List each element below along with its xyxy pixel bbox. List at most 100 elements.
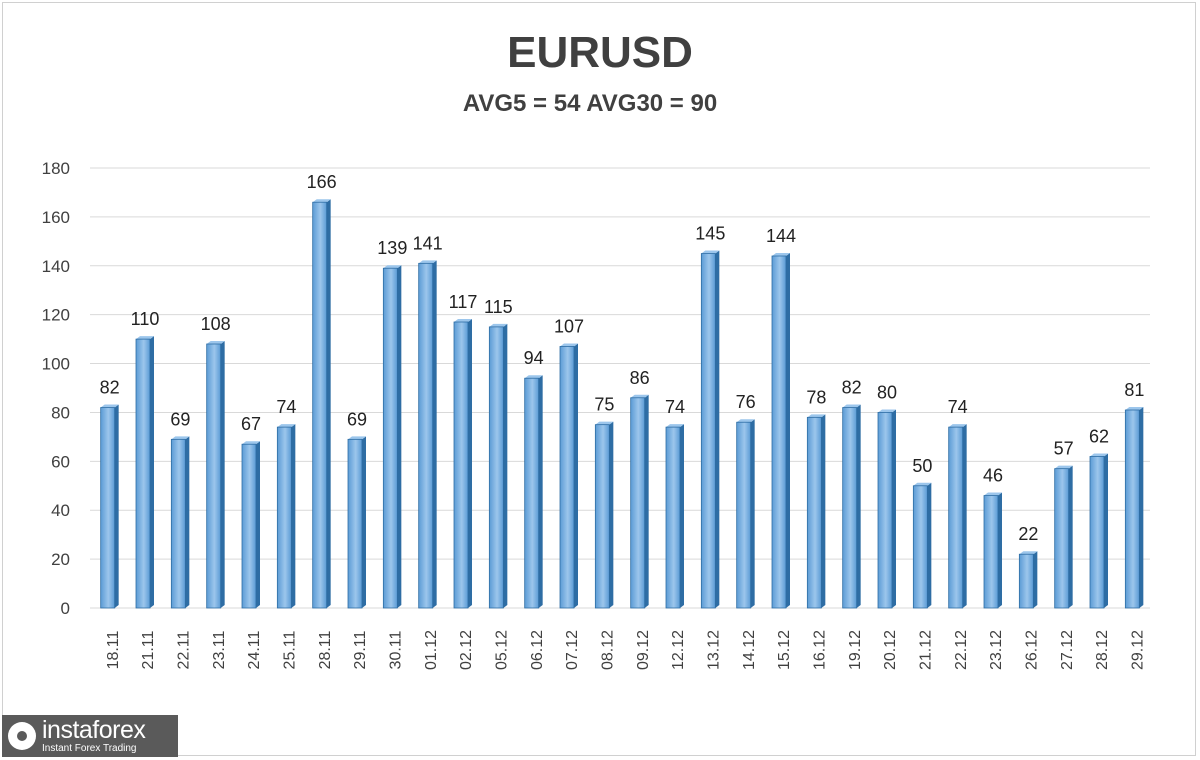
bar-side bbox=[256, 441, 260, 608]
bar bbox=[594, 424, 610, 609]
data-label: 108 bbox=[201, 314, 231, 334]
bar-side bbox=[1139, 407, 1144, 608]
bar-top bbox=[630, 394, 649, 398]
bar-side bbox=[644, 394, 649, 608]
bar bbox=[170, 438, 186, 609]
data-label: 50 bbox=[912, 456, 932, 476]
bar-top bbox=[348, 436, 366, 440]
data-label: 166 bbox=[307, 172, 337, 192]
x-tick-label: 08.12 bbox=[600, 630, 617, 670]
data-label: 117 bbox=[449, 292, 478, 312]
data-label: 82 bbox=[842, 378, 862, 398]
x-tick-label: 29.12 bbox=[1130, 630, 1147, 670]
bar bbox=[630, 397, 646, 609]
bar-side bbox=[468, 319, 472, 608]
bar-side bbox=[220, 341, 225, 608]
instaforex-logo: instaforex Instant Forex Trading bbox=[2, 715, 178, 757]
bar-top bbox=[383, 265, 402, 269]
y-tick-label: 120 bbox=[42, 306, 70, 325]
bar-side bbox=[185, 436, 190, 608]
logo-gear-icon bbox=[8, 722, 36, 750]
bar-top bbox=[418, 260, 437, 264]
bar bbox=[241, 443, 257, 609]
y-tick-label: 100 bbox=[42, 355, 70, 374]
bar bbox=[842, 407, 858, 609]
bar-top bbox=[136, 336, 154, 340]
bar-top bbox=[1125, 407, 1144, 410]
bar-top bbox=[878, 409, 896, 413]
data-label: 80 bbox=[877, 382, 897, 402]
bar bbox=[771, 255, 787, 609]
bar-top bbox=[100, 404, 119, 408]
bar-top bbox=[807, 414, 826, 418]
bar-side bbox=[680, 424, 684, 608]
data-label: 22 bbox=[1018, 524, 1038, 544]
x-tick-label: 24.11 bbox=[246, 630, 263, 669]
bar bbox=[806, 416, 822, 609]
bar-top bbox=[277, 424, 296, 428]
x-tick-label: 27.12 bbox=[1059, 630, 1076, 670]
bar-top bbox=[489, 323, 508, 327]
data-label: 94 bbox=[524, 348, 544, 368]
chart-title: EURUSD bbox=[507, 28, 693, 77]
data-label: 74 bbox=[948, 397, 968, 417]
bar-side bbox=[892, 409, 896, 608]
data-label: 57 bbox=[1054, 439, 1074, 459]
data-label: 141 bbox=[413, 233, 443, 253]
bar-side bbox=[362, 436, 366, 608]
bar bbox=[347, 438, 363, 609]
x-tick-label: 23.11 bbox=[211, 630, 228, 669]
bar-top bbox=[242, 441, 260, 445]
bar-top bbox=[948, 424, 967, 428]
logo-name: instaforex bbox=[42, 716, 146, 744]
bar-side bbox=[1104, 453, 1108, 608]
x-tick-label: 07.12 bbox=[564, 630, 581, 670]
bar bbox=[1018, 553, 1034, 609]
bar bbox=[312, 201, 328, 609]
bar bbox=[1124, 409, 1140, 609]
bar-side bbox=[715, 250, 720, 609]
logo-tagline: Instant Forex Trading bbox=[42, 743, 137, 754]
x-tick-label: 28.11 bbox=[317, 630, 334, 669]
bar bbox=[1089, 456, 1105, 609]
data-label: 62 bbox=[1089, 426, 1109, 446]
bar-side bbox=[150, 336, 154, 608]
bar-side bbox=[538, 375, 543, 608]
data-label: 78 bbox=[806, 387, 826, 407]
y-tick-label: 180 bbox=[42, 159, 70, 178]
y-tick-label: 80 bbox=[51, 403, 70, 422]
x-tick-label: 23.12 bbox=[988, 630, 1005, 670]
bar bbox=[206, 343, 222, 609]
bar bbox=[382, 267, 398, 609]
data-label: 74 bbox=[276, 397, 296, 417]
data-label: 107 bbox=[554, 316, 584, 336]
bar bbox=[912, 485, 928, 609]
bar-side bbox=[1068, 465, 1073, 608]
bar-top bbox=[171, 436, 190, 440]
bar-top bbox=[524, 375, 543, 379]
bar-side bbox=[927, 482, 932, 608]
data-label: 81 bbox=[1124, 380, 1144, 400]
bar-side bbox=[574, 343, 578, 608]
bar-side bbox=[786, 253, 790, 608]
bar bbox=[276, 426, 292, 609]
data-label: 110 bbox=[131, 309, 160, 329]
bar-side bbox=[397, 265, 402, 608]
bar-side bbox=[962, 424, 967, 608]
x-tick-label: 21.11 bbox=[140, 630, 157, 669]
bar bbox=[488, 326, 504, 609]
x-tick-label: 18.11 bbox=[105, 630, 122, 669]
bar bbox=[700, 253, 716, 609]
bar bbox=[559, 346, 575, 609]
y-tick-label: 160 bbox=[42, 208, 70, 227]
bar-top bbox=[736, 419, 755, 423]
data-label: 74 bbox=[665, 397, 685, 417]
bar-top bbox=[842, 404, 861, 408]
bar-side bbox=[998, 492, 1002, 608]
data-label: 82 bbox=[100, 378, 120, 398]
bar bbox=[524, 377, 540, 609]
y-tick-label: 0 bbox=[61, 599, 70, 618]
bar-side bbox=[1033, 551, 1038, 608]
x-tick-label: 05.12 bbox=[494, 630, 511, 670]
